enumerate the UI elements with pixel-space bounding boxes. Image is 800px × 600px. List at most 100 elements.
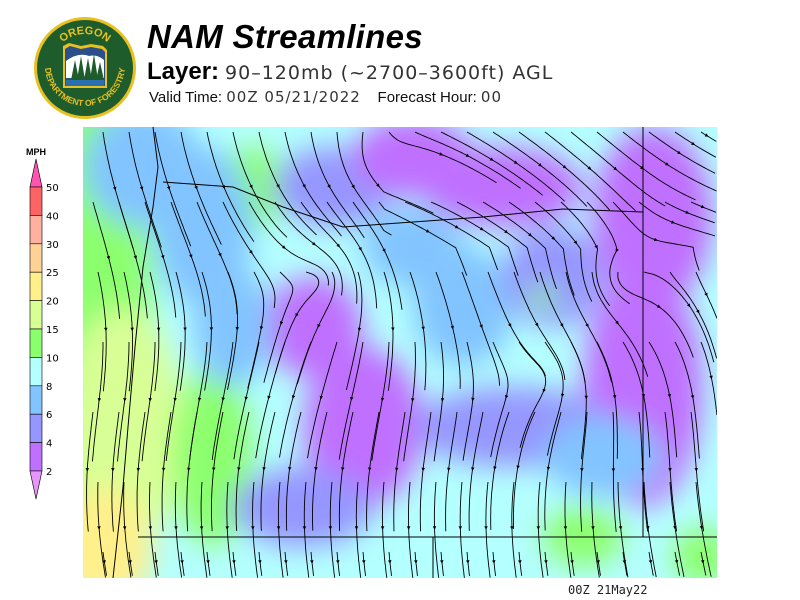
streamline-arrow (580, 468, 584, 472)
oregon-department-of-forestry-logo: OREGON DEPARTMENT OF FORESTRY (34, 17, 136, 119)
streamline (518, 341, 547, 448)
streamline (513, 411, 536, 530)
streamline (227, 271, 238, 390)
streamline-arrow (276, 526, 281, 530)
streamline (284, 131, 342, 237)
streamline (388, 551, 392, 576)
streamline (570, 341, 587, 460)
streamline (326, 201, 378, 309)
streamline-arrow (665, 162, 670, 166)
streamline (371, 341, 390, 461)
streamline (456, 201, 539, 283)
streamline (622, 341, 651, 458)
streamline-arrow (686, 303, 691, 308)
streamline-arrow (471, 467, 475, 472)
streamline-arrow (221, 185, 226, 190)
streamline-arrow (194, 185, 198, 190)
streamline-arrow (406, 526, 411, 530)
streamline-arrow (656, 304, 661, 309)
streamline-arrow (380, 526, 385, 530)
streamline (435, 271, 461, 389)
streamline (664, 201, 715, 224)
streamline (296, 271, 336, 385)
streamline-arrow (112, 186, 117, 191)
streamline (534, 201, 593, 302)
streamline-arrow (670, 220, 675, 224)
streamline (117, 342, 130, 462)
wind-speed-area (263, 277, 363, 377)
streamline-arrow (136, 467, 141, 472)
streamline-arrow (489, 157, 494, 161)
streamline-arrow (187, 467, 191, 472)
streamline-arrow (206, 560, 210, 564)
streamline-arrow (677, 150, 682, 155)
streamline-arrow (536, 526, 541, 530)
legend-arrow-top (29, 158, 43, 188)
streamline (490, 341, 509, 458)
streamline-arrow (709, 375, 713, 380)
streamline-arrow (685, 210, 690, 214)
streamline-arrow (284, 560, 288, 564)
streamline-arrow (267, 395, 271, 400)
streamline (695, 481, 712, 577)
legend-swatch-8-10 (29, 357, 43, 387)
streamline (175, 271, 186, 391)
streamline-arrow (288, 467, 292, 471)
streamline-arrow (354, 526, 359, 530)
streamline-arrow (704, 292, 708, 297)
streamline-arrow (317, 323, 321, 328)
streamline-arrow (653, 237, 658, 242)
streamline-arrow (249, 250, 253, 255)
streamline (617, 271, 694, 358)
streamline-arrow (542, 388, 546, 393)
color-legend: MPH 50 40 30 25 20 15 10 8 6 4 2 (26, 147, 59, 500)
streamline (570, 551, 575, 576)
streamline-arrow (111, 467, 115, 472)
streamline-arrow (700, 204, 705, 209)
streamline (92, 201, 121, 319)
valid-time-label: Valid Time: (149, 89, 223, 106)
streamline (419, 411, 432, 532)
streamline (404, 201, 499, 271)
streamline-arrow (291, 395, 296, 400)
streamline (433, 481, 440, 578)
streamline (648, 551, 654, 576)
streamline-arrow (613, 166, 618, 171)
streamline (206, 131, 255, 242)
streamline-arrow (421, 467, 425, 472)
streamline (211, 411, 224, 532)
streamline-arrow (563, 526, 568, 530)
streamline (414, 131, 521, 189)
streamline-arrow (648, 559, 653, 564)
streamline-arrow (546, 466, 551, 471)
streamline-arrow (258, 560, 262, 564)
streamline (366, 411, 380, 532)
streamline-arrow (391, 327, 395, 332)
streamline-arrow (440, 560, 444, 564)
streamline (664, 411, 678, 532)
streamline-arrow (622, 560, 627, 564)
streamline-arrow (251, 526, 255, 530)
legend-swatch-30-40 (29, 215, 43, 245)
streamline (440, 551, 444, 576)
streamline-arrow (314, 467, 318, 471)
streamline-arrow (395, 467, 399, 472)
streamline-arrow (587, 166, 592, 170)
streamline-map (83, 127, 717, 578)
streamline-arrow (573, 240, 578, 245)
streamline (381, 481, 388, 578)
streamline (674, 551, 681, 576)
streamline (544, 341, 564, 456)
streamline-arrow (262, 467, 266, 471)
layer-label: Layer: (147, 58, 220, 85)
wind-speed-area (593, 127, 713, 307)
streamline-arrow (388, 560, 392, 564)
streamline (414, 551, 418, 576)
streamline (149, 481, 157, 578)
streamline (648, 341, 678, 458)
streamline-arrow (225, 526, 229, 530)
streamline (180, 551, 185, 576)
streamline-arrow (447, 467, 451, 472)
streamline (700, 131, 717, 142)
legend-tick: 15 (46, 325, 59, 336)
